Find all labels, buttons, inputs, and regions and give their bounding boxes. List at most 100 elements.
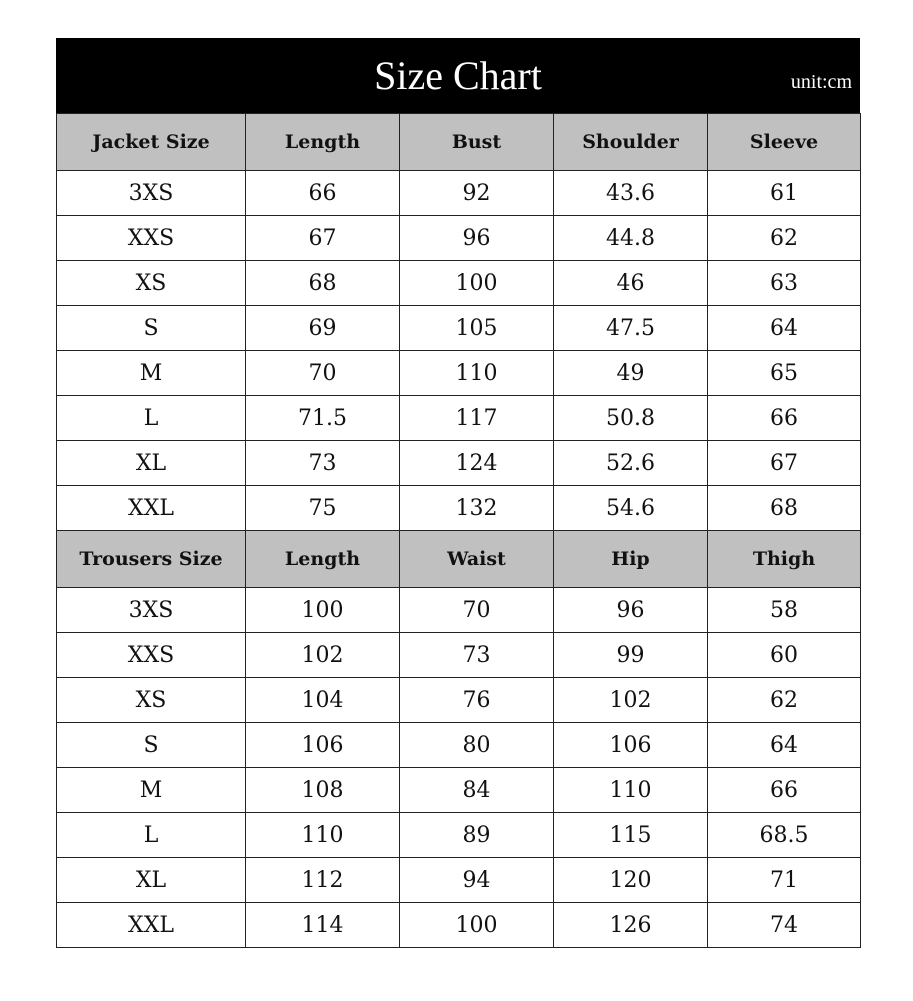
value-cell: 124 <box>399 440 554 486</box>
unit-label: unit:cm <box>790 71 852 93</box>
value-cell: 89 <box>399 812 554 858</box>
value-cell: 66 <box>707 395 861 441</box>
value-cell: 73 <box>399 632 554 678</box>
column-header: Jacket Size <box>56 113 246 171</box>
value-cell: 62 <box>707 215 861 261</box>
column-header: Sleeve <box>707 113 861 171</box>
value-cell: 100 <box>399 902 554 948</box>
table-row: M 70 110 49 65 <box>56 350 861 396</box>
value-cell: 52.6 <box>553 440 708 486</box>
title-bar: Size Chart unit:cm <box>56 38 860 113</box>
value-cell: 80 <box>399 722 554 768</box>
value-cell: 96 <box>399 215 554 261</box>
value-cell: 71 <box>707 857 861 903</box>
size-cell: M <box>56 350 246 396</box>
value-cell: 67 <box>707 440 861 486</box>
value-cell: 44.8 <box>553 215 708 261</box>
value-cell: 112 <box>245 857 400 903</box>
value-cell: 105 <box>399 305 554 351</box>
value-cell: 66 <box>245 170 400 216</box>
value-cell: 67 <box>245 215 400 261</box>
value-cell: 108 <box>245 767 400 813</box>
value-cell: 46 <box>553 260 708 306</box>
table-row: XS 68 100 46 63 <box>56 260 861 306</box>
table-row: XXL 114 100 126 74 <box>56 902 861 948</box>
value-cell: 104 <box>245 677 400 723</box>
value-cell: 43.6 <box>553 170 708 216</box>
value-cell: 115 <box>553 812 708 858</box>
value-cell: 64 <box>707 305 861 351</box>
value-cell: 110 <box>245 812 400 858</box>
chart-title: Size Chart <box>374 53 542 98</box>
value-cell: 102 <box>245 632 400 678</box>
value-cell: 102 <box>553 677 708 723</box>
value-cell: 120 <box>553 857 708 903</box>
column-header: Bust <box>399 113 554 171</box>
value-cell: 76 <box>399 677 554 723</box>
jacket-header-row: Jacket Size Length Bust Shoulder Sleeve <box>56 113 861 171</box>
value-cell: 126 <box>553 902 708 948</box>
size-table: Jacket Size Length Bust Shoulder Sleeve 3XS 66… <box>56 113 861 948</box>
value-cell: 68 <box>707 485 861 531</box>
size-cell: XL <box>56 857 246 903</box>
column-header: Trousers Size <box>56 530 246 588</box>
column-header: Shoulder <box>553 113 708 171</box>
size-cell: M <box>56 767 246 813</box>
value-cell: 96 <box>553 587 708 633</box>
table-row: L 110 89 115 68.5 <box>56 812 861 858</box>
size-cell: S <box>56 722 246 768</box>
table-row: S 69 105 47.5 64 <box>56 305 861 351</box>
value-cell: 47.5 <box>553 305 708 351</box>
value-cell: 69 <box>245 305 400 351</box>
table-row: XXL 75 132 54.6 68 <box>56 485 861 531</box>
value-cell: 50.8 <box>553 395 708 441</box>
table-row: XXS 102 73 99 60 <box>56 632 861 678</box>
column-header: Waist <box>399 530 554 588</box>
value-cell: 84 <box>399 767 554 813</box>
size-cell: XS <box>56 260 246 306</box>
table-row: 3XS 66 92 43.6 61 <box>56 170 861 216</box>
table-row: 3XS 100 70 96 58 <box>56 587 861 633</box>
size-cell: 3XS <box>56 170 246 216</box>
value-cell: 74 <box>707 902 861 948</box>
value-cell: 110 <box>399 350 554 396</box>
column-header: Thigh <box>707 530 861 588</box>
column-header: Length <box>245 113 400 171</box>
size-cell: XXL <box>56 485 246 531</box>
trousers-header-row: Trousers Size Length Waist Hip Thigh <box>56 530 861 588</box>
size-cell: L <box>56 812 246 858</box>
value-cell: 117 <box>399 395 554 441</box>
value-cell: 75 <box>245 485 400 531</box>
value-cell: 68 <box>245 260 400 306</box>
value-cell: 110 <box>553 767 708 813</box>
value-cell: 99 <box>553 632 708 678</box>
size-cell: XXS <box>56 215 246 261</box>
table-row: M 108 84 110 66 <box>56 767 861 813</box>
value-cell: 61 <box>707 170 861 216</box>
column-header: Length <box>245 530 400 588</box>
value-cell: 70 <box>399 587 554 633</box>
value-cell: 100 <box>245 587 400 633</box>
size-cell: S <box>56 305 246 351</box>
value-cell: 132 <box>399 485 554 531</box>
table-row: S 106 80 106 64 <box>56 722 861 768</box>
value-cell: 66 <box>707 767 861 813</box>
value-cell: 114 <box>245 902 400 948</box>
table-row: XL 112 94 120 71 <box>56 857 861 903</box>
size-cell: XL <box>56 440 246 486</box>
size-chart: Size Chart unit:cm Jacket Size Length Bust… <box>56 38 861 948</box>
value-cell: 92 <box>399 170 554 216</box>
table-row: XL 73 124 52.6 67 <box>56 440 861 486</box>
size-cell: XXL <box>56 902 246 948</box>
value-cell: 54.6 <box>553 485 708 531</box>
table-row: L 71.5 117 50.8 66 <box>56 395 861 441</box>
value-cell: 49 <box>553 350 708 396</box>
value-cell: 65 <box>707 350 861 396</box>
value-cell: 106 <box>553 722 708 768</box>
value-cell: 73 <box>245 440 400 486</box>
value-cell: 58 <box>707 587 861 633</box>
size-cell: L <box>56 395 246 441</box>
size-cell: XS <box>56 677 246 723</box>
value-cell: 62 <box>707 677 861 723</box>
value-cell: 100 <box>399 260 554 306</box>
